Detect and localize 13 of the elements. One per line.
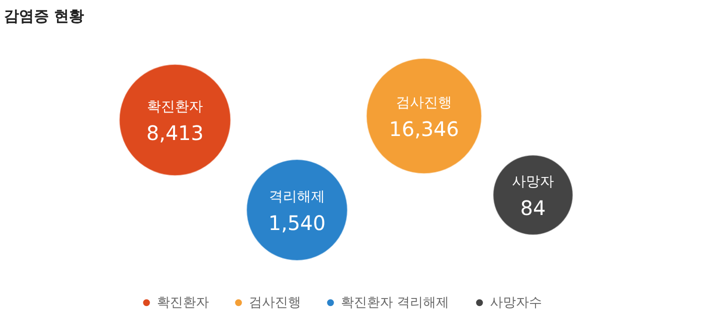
data-label: 8,413	[146, 121, 204, 145]
category-label: 확진환자	[147, 99, 203, 115]
legend-label: 확진환자	[157, 296, 209, 311]
legend-label: 사망자수	[490, 296, 542, 311]
data-label: 1,540	[268, 211, 326, 235]
data-label: 84	[520, 196, 546, 220]
category-label: 격리해제	[269, 189, 325, 205]
category-label: 사망자	[512, 174, 554, 190]
legend-label: 확진환자 격리해제	[341, 296, 450, 311]
text: 감염증 현황	[4, 7, 84, 25]
legend-label: 검사진행	[249, 296, 301, 311]
category-label: 검사진행	[396, 95, 452, 111]
data-label: 16,346	[389, 117, 459, 141]
